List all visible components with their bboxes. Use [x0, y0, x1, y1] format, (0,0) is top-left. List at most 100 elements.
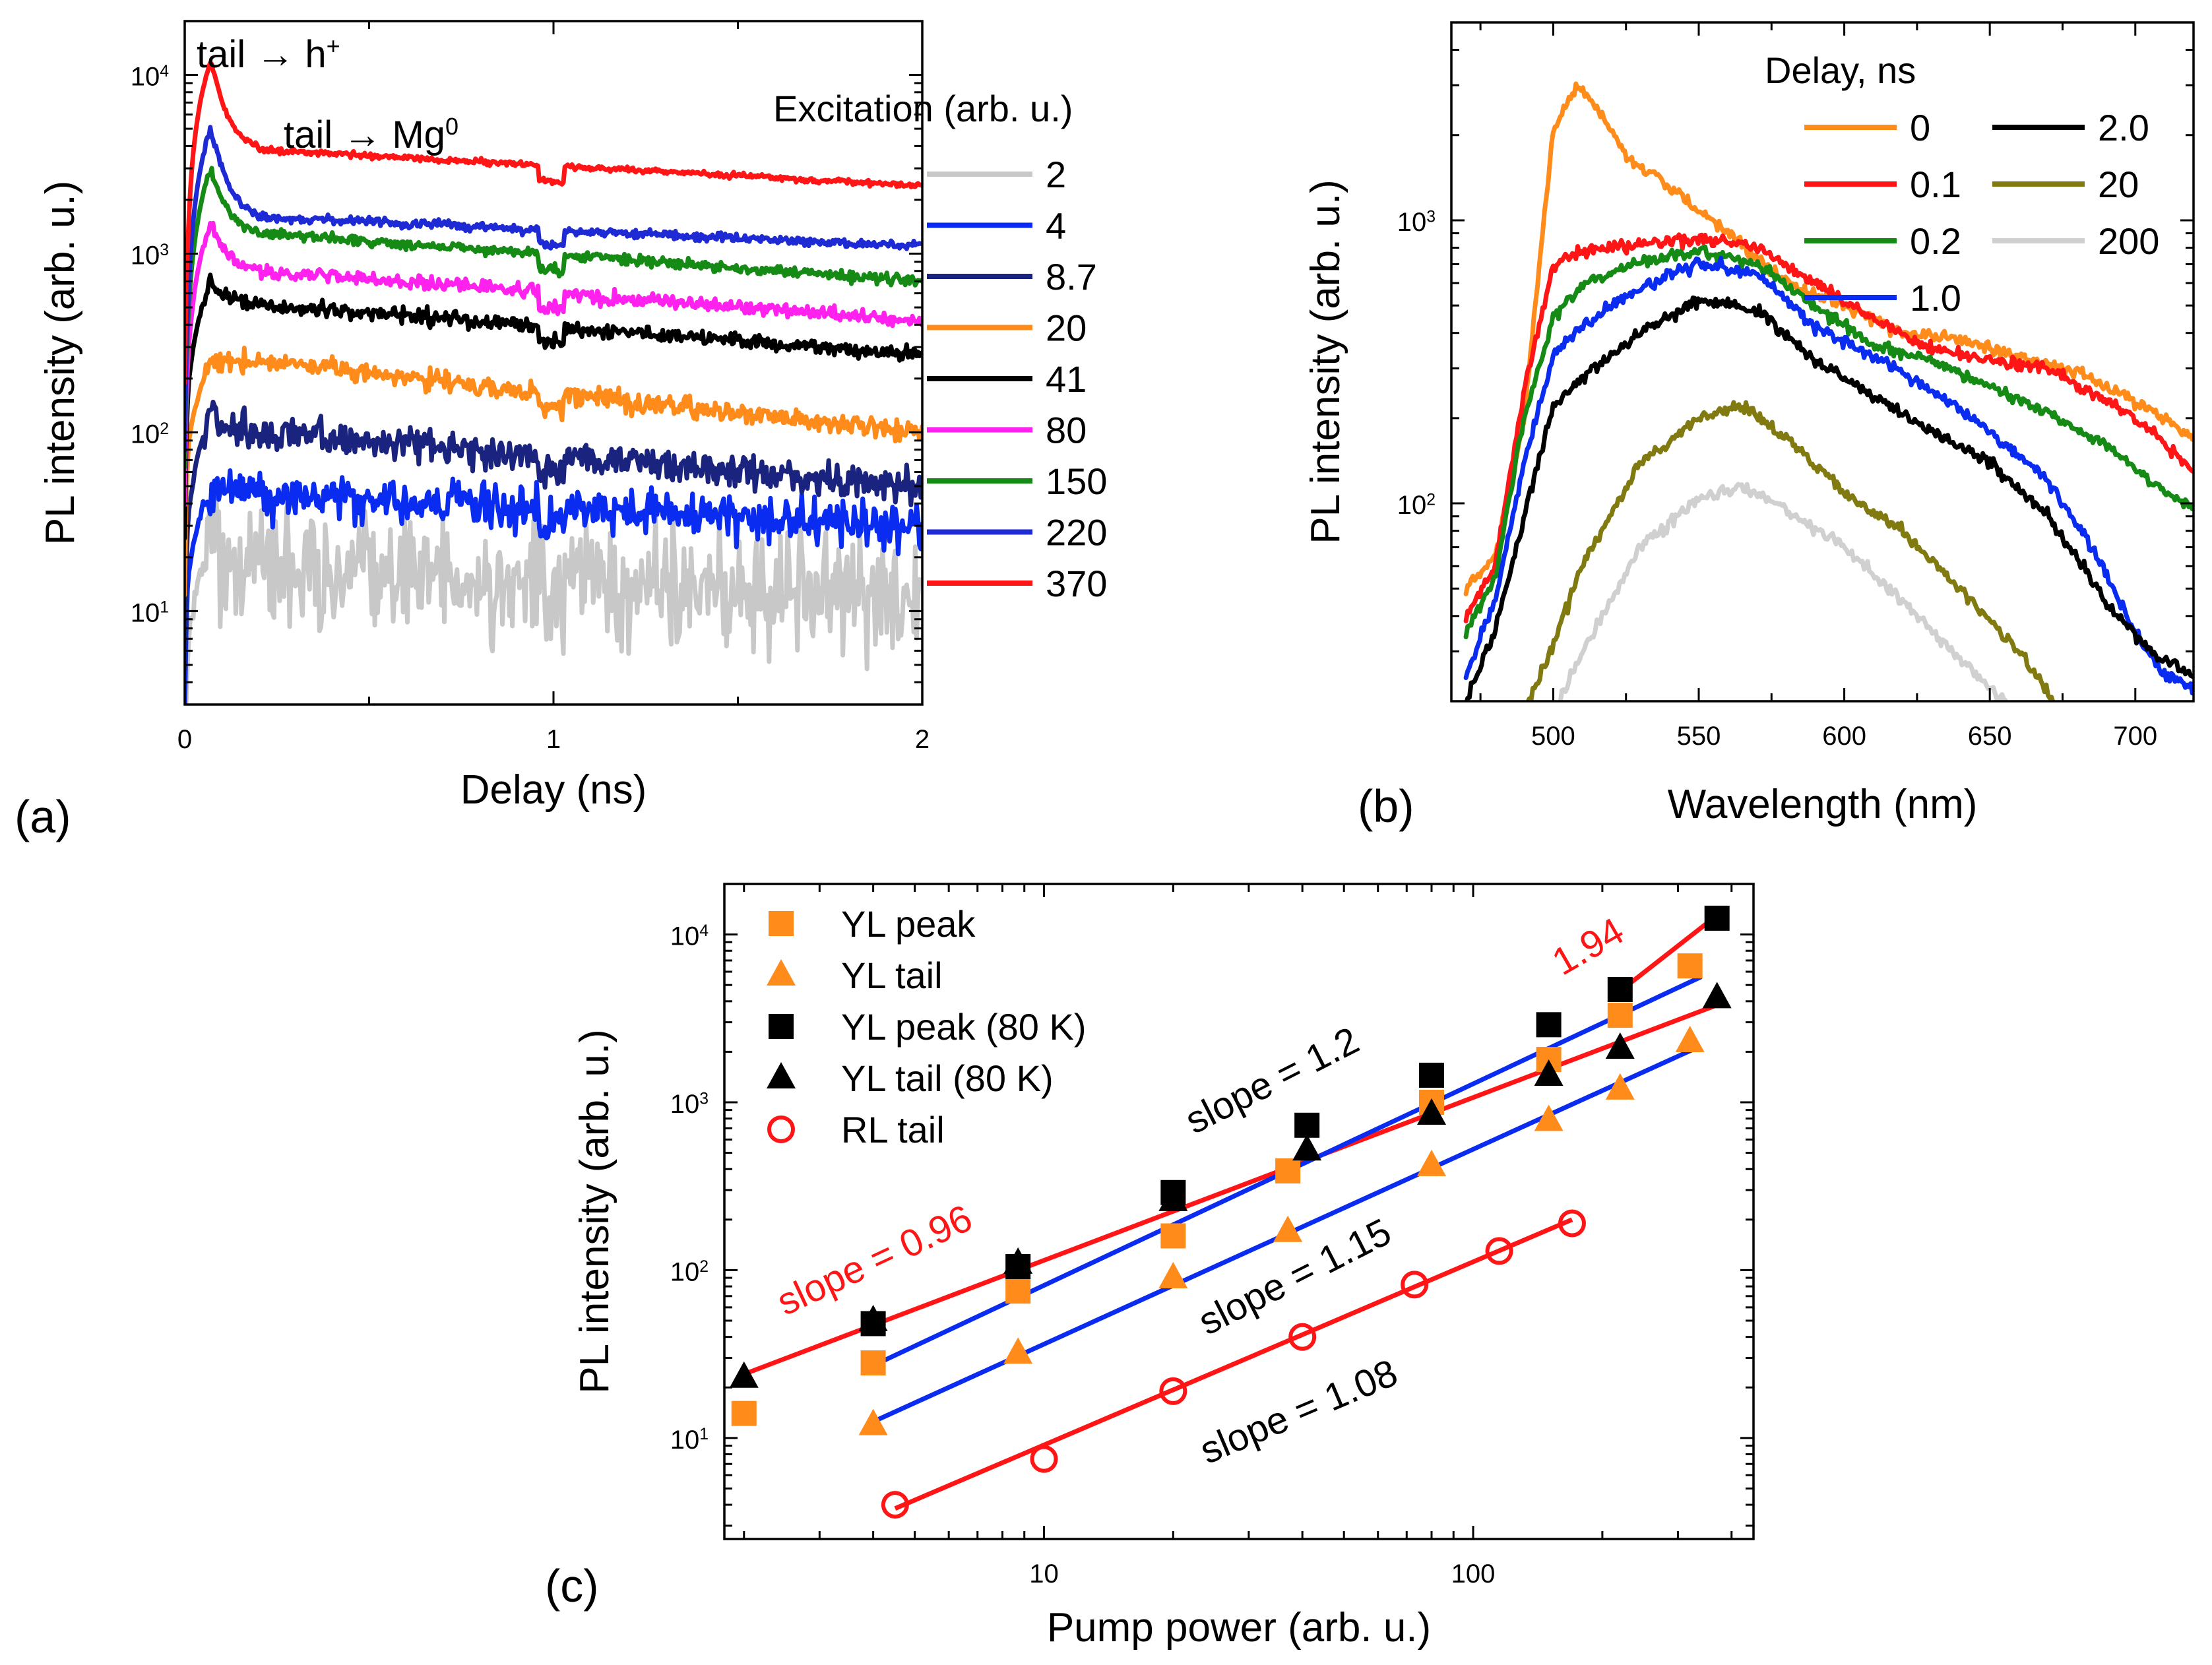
data-point: [1401, 1271, 1429, 1299]
data-point: [1417, 1098, 1447, 1125]
data-point: [1704, 905, 1730, 931]
data-point: [1677, 953, 1703, 979]
x-axis-title: Pump power (arb. u.): [1047, 1605, 1431, 1650]
data-point: [1534, 1104, 1564, 1131]
trace-excitation-2: [185, 485, 922, 705]
x-tick-label: 100: [1451, 1559, 1496, 1588]
y-tick-label: 103: [670, 1090, 709, 1119]
legend-label-1.0: 1.0: [1910, 277, 1961, 319]
legend-label-2.0: 2.0: [2098, 107, 2149, 148]
data-point: [1294, 1112, 1320, 1138]
data-point: [1160, 1223, 1186, 1249]
y-axis-title: PL intensity (arb. u.): [572, 1029, 617, 1394]
legend-label-0.1: 0.1: [1910, 164, 1961, 205]
legend-marker-2: [769, 1014, 794, 1039]
data-point: [1419, 1062, 1445, 1088]
y-tick-label: 102: [131, 420, 169, 449]
y-tick-label: 102: [1397, 491, 1436, 520]
data-point: [1158, 1184, 1188, 1211]
legend-label-41: 41: [1046, 358, 1087, 400]
spectrum-delay-200: [1558, 482, 2009, 701]
data-point: [860, 1350, 886, 1376]
x-tick-label: 650: [1968, 722, 2012, 751]
data-point: [1605, 1073, 1635, 1100]
y-tick-label: 102: [670, 1257, 709, 1286]
legend-label-0.2: 0.2: [1910, 220, 1961, 262]
data-point: [1003, 1247, 1033, 1274]
data-point: [1534, 1059, 1564, 1086]
data-point: [1558, 1209, 1586, 1238]
y-tick-label: 103: [131, 241, 169, 270]
data-point: [1675, 1025, 1705, 1052]
fit-line: [1618, 913, 1719, 993]
annotation-tail-mg: tail → Mg0: [284, 113, 458, 156]
y-tick-label: 101: [670, 1426, 709, 1455]
legend-label-0: 0: [1910, 107, 1930, 148]
data-point: [1275, 1158, 1301, 1184]
y-tick-label: 101: [131, 598, 169, 627]
fit-line: [894, 1217, 1573, 1511]
legend-label-370: 370: [1046, 563, 1107, 604]
panel-b-chart: 500 550 600 650 700 102 103 Wavelength (nm) PL i…: [1303, 21, 2195, 832]
trace-excitation-8.7: [185, 399, 922, 672]
data-point: [1702, 982, 1732, 1009]
trace-group: [1463, 81, 2194, 701]
y-tick-label: 104: [670, 922, 709, 951]
legend-label-4: RL tail: [841, 1109, 945, 1150]
spectrum-delay-0.2: [1463, 244, 2194, 640]
spectrum-delay-1.0: [1463, 255, 2194, 696]
trace-excitation-20: [185, 346, 922, 598]
spectrum-delay-20: [1525, 400, 2056, 701]
trace-group: [185, 60, 922, 705]
data-point: [881, 1491, 909, 1519]
data-point: [729, 1361, 759, 1388]
panel-label-a: (a): [15, 791, 71, 842]
spectrum-delay-0.1: [1463, 232, 2194, 623]
data-point: [858, 1305, 888, 1331]
data-point: [1005, 1278, 1031, 1304]
trace-excitation-4: [185, 468, 922, 705]
y-tick-label: 103: [1397, 208, 1436, 237]
x-tick-label: 0: [177, 725, 192, 754]
legend-label-150: 150: [1046, 460, 1107, 502]
data-point: [1292, 1134, 1322, 1161]
x-tick-label: 10: [1029, 1559, 1059, 1588]
x-tick-label: 700: [2113, 722, 2157, 751]
panel-label-b: (b): [1358, 780, 1414, 832]
data-point: [1288, 1323, 1317, 1351]
legend-label-220: 220: [1046, 512, 1107, 553]
data-point: [1607, 1003, 1633, 1028]
legend-label-200: 200: [2098, 220, 2159, 262]
trace-excitation-220: [185, 125, 922, 453]
legend-label-4: 4: [1046, 205, 1066, 247]
data-point: [1158, 1262, 1188, 1289]
legend-label-2: 2: [1046, 154, 1066, 195]
data-point: [1485, 1237, 1513, 1265]
x-tick-label: 600: [1822, 722, 1866, 751]
legend-label-3: YL tail (80 K): [841, 1057, 1054, 1099]
legend-label-80: 80: [1046, 410, 1087, 451]
legend-marker-1: [767, 959, 796, 986]
legend-label-8.7: 8.7: [1046, 256, 1097, 298]
data-point: [1607, 977, 1633, 1003]
data-point: [731, 1400, 757, 1426]
data-point: [1159, 1377, 1187, 1405]
legend-title: Excitation (arb. u.): [773, 88, 1073, 129]
x-axis-title: Delay (ns): [460, 767, 647, 813]
y-axis-title: PL intensity (arb. u.): [38, 181, 83, 546]
data-point: [1536, 1012, 1562, 1038]
trace-excitation-370: [185, 60, 922, 385]
slope-label: slope = 0.96: [771, 1197, 978, 1324]
legend-label-20: 20: [2098, 164, 2139, 205]
legend-marker-0: [769, 911, 794, 936]
legend-marker-4: [767, 1115, 795, 1143]
x-axis-title: Wavelength (nm): [1668, 782, 1978, 827]
panel-c-chart: 10 100 101 102 103 104 Pump power (arb. u.) PL …: [545, 883, 1755, 1650]
data-point: [1417, 1149, 1447, 1176]
plot-frame: [1450, 21, 2195, 703]
slope-label: 1.94: [1545, 910, 1631, 984]
panel-a-chart: 0 1 2 101 102 103 104 Delay (ns) PL intensity (a…: [15, 20, 1107, 842]
x-tick-label: 500: [1531, 722, 1575, 751]
legend-label-20: 20: [1046, 307, 1087, 349]
x-tick-label: 2: [915, 725, 930, 754]
